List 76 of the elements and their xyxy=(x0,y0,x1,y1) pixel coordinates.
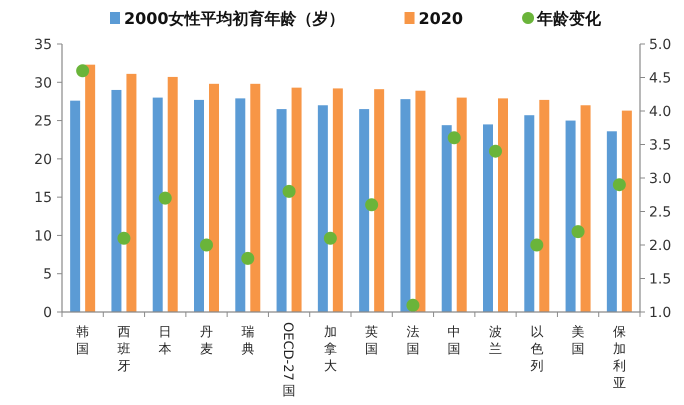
bar xyxy=(566,120,576,312)
bar xyxy=(152,98,163,312)
bar xyxy=(70,100,80,312)
x-tick-label: 法国 xyxy=(406,325,420,357)
bar xyxy=(85,64,96,312)
x-tick-label: 英国 xyxy=(365,325,378,357)
x-tick-label: 瑞典 xyxy=(241,325,254,357)
y2-tick-label: 2.0 xyxy=(649,238,672,254)
x-tick-label: 中国 xyxy=(448,325,461,357)
y-tick-label: 0 xyxy=(43,305,52,321)
point xyxy=(282,184,296,198)
x-tick-label: 加拿大 xyxy=(324,325,337,374)
bar xyxy=(415,90,426,312)
y-tick-label: 20 xyxy=(34,152,52,168)
y-tick-label: 35 xyxy=(34,37,52,53)
y2-tick-label: 3.0 xyxy=(649,171,672,187)
point xyxy=(572,225,585,238)
point xyxy=(406,298,420,312)
y-tick-label: 5 xyxy=(43,266,52,283)
x-tick-label: 美国 xyxy=(572,324,585,357)
x-tick-label: OECD-27国 xyxy=(280,322,296,399)
y2-tick-label: 1.5 xyxy=(649,272,672,288)
bar xyxy=(374,89,384,312)
bar xyxy=(456,98,467,312)
point xyxy=(530,238,544,252)
y2-tick-label: 4.5 xyxy=(649,70,672,86)
bar xyxy=(442,125,452,312)
x-tick-label: 波兰 xyxy=(489,325,502,357)
y2-tick-label: 5.0 xyxy=(649,37,672,53)
bar xyxy=(209,84,219,312)
bar xyxy=(194,100,204,312)
legend-label: 年龄变化 xyxy=(536,9,602,28)
y2-tick-label: 1.0 xyxy=(649,305,672,321)
bar xyxy=(483,124,493,312)
point xyxy=(76,64,90,78)
y-tick-label: 10 xyxy=(34,228,52,244)
y-tick-label: 30 xyxy=(34,75,52,92)
point xyxy=(158,192,172,205)
bar xyxy=(359,109,370,312)
point xyxy=(200,238,213,252)
bar xyxy=(622,110,632,312)
y2-tick-label: 3.5 xyxy=(649,138,672,154)
bar xyxy=(235,98,246,312)
bar xyxy=(292,88,302,312)
point xyxy=(612,178,626,192)
point xyxy=(489,144,502,158)
point xyxy=(241,252,254,265)
x-tick-label: 保加利亚 xyxy=(612,325,626,391)
y-tick-label: 25 xyxy=(34,114,52,130)
bar xyxy=(111,90,122,312)
bar xyxy=(400,99,410,312)
bar xyxy=(524,115,534,312)
bar xyxy=(539,100,550,312)
x-tick-label: 以色列 xyxy=(530,325,544,374)
point xyxy=(324,232,337,245)
legend-label: 2020 xyxy=(418,9,464,28)
point xyxy=(365,198,378,212)
y-tick-label: 15 xyxy=(34,190,52,206)
y2-tick-label: 4.0 xyxy=(649,104,672,120)
y2-tick-label: 2.5 xyxy=(649,204,672,220)
bar xyxy=(498,98,508,312)
bar xyxy=(318,105,328,312)
x-tick-label: 丹麦 xyxy=(200,325,213,357)
bar xyxy=(250,84,260,312)
point xyxy=(448,131,461,144)
bar xyxy=(168,76,178,312)
bar xyxy=(126,74,136,312)
bar xyxy=(580,105,591,312)
bar xyxy=(332,88,343,312)
legend-label: 2000女性平均初育年龄（岁） xyxy=(124,9,345,28)
bar xyxy=(606,131,617,312)
bar xyxy=(276,109,287,312)
x-tick-label: 日本 xyxy=(158,325,172,357)
x-tick-label: 西班牙 xyxy=(117,325,130,374)
point xyxy=(117,232,130,245)
x-tick-label: 韩国 xyxy=(76,325,90,357)
